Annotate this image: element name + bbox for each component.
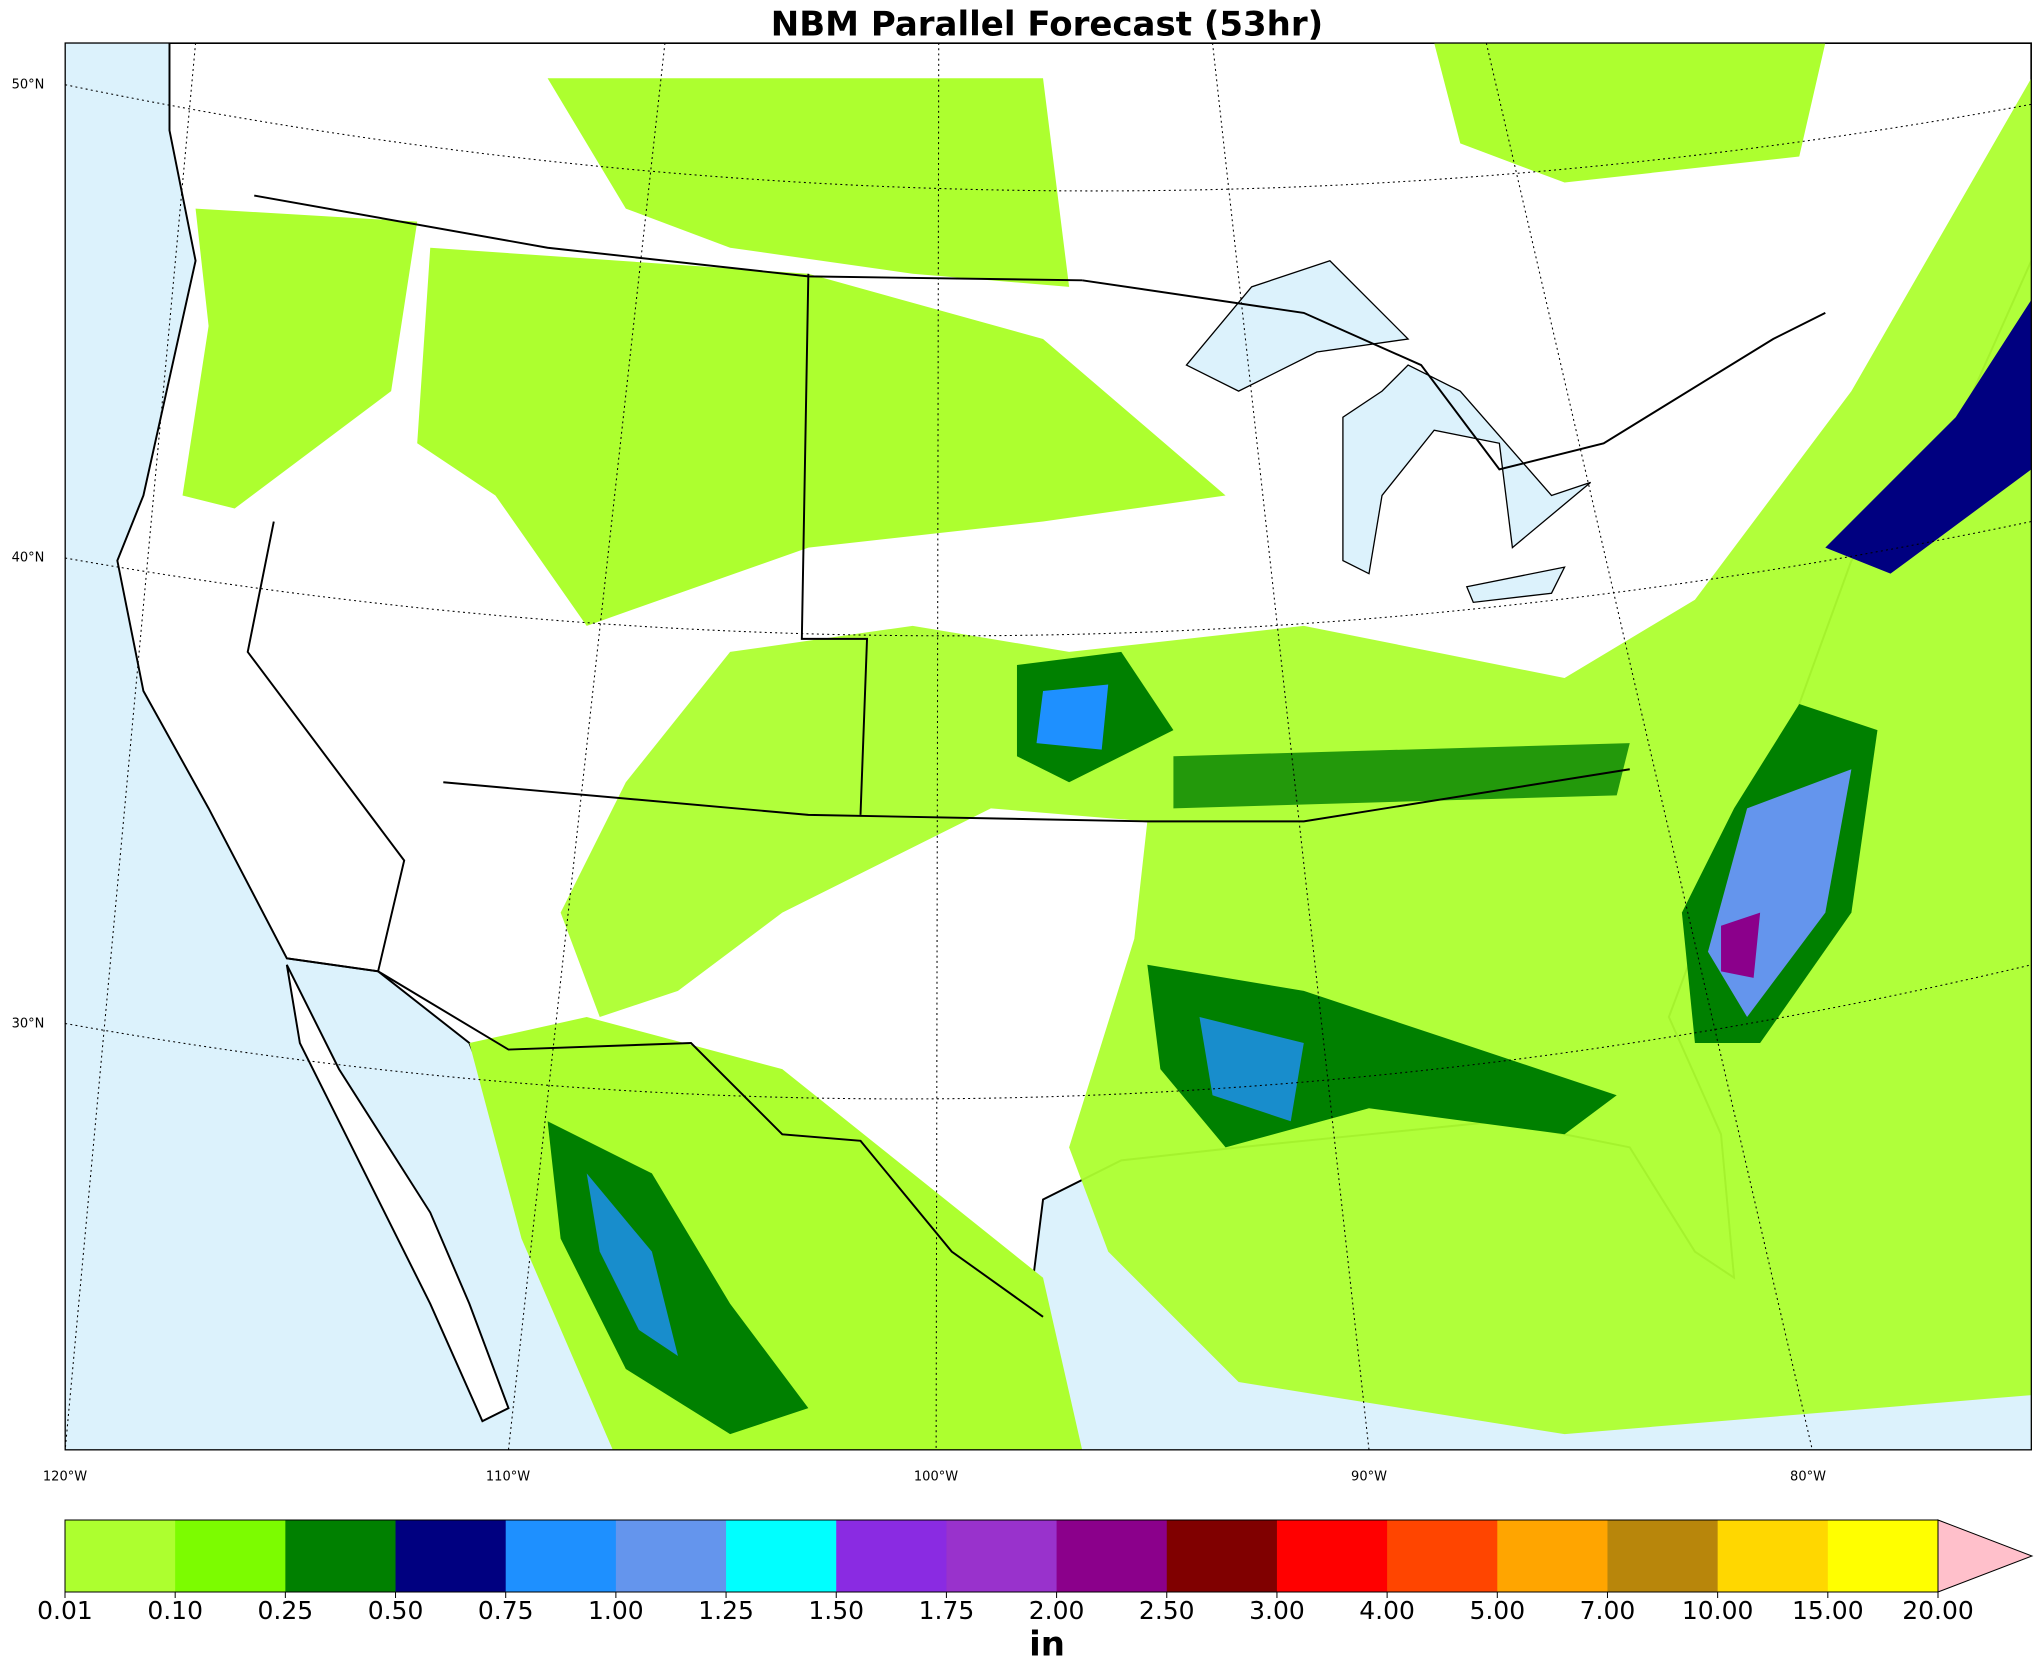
colorbar-tick-label: 0.10 bbox=[147, 1596, 203, 1625]
colorbar-swatch bbox=[615, 1520, 727, 1592]
longitude-label: 80°W bbox=[1790, 1470, 1826, 1485]
longitude-label: 100°W bbox=[914, 1470, 958, 1485]
colorbar-tick-label: 2.00 bbox=[1029, 1596, 1085, 1625]
colorbar-swatch bbox=[1166, 1520, 1278, 1592]
colorbar-swatch bbox=[946, 1520, 1058, 1592]
colorbar-tick-label: 7.00 bbox=[1580, 1596, 1636, 1625]
axis-labels: 50°N 40°N 30°N 120°W 110°W 100°W 90°W 80°W bbox=[12, 78, 1826, 1485]
colorbar-tick-label: 0.75 bbox=[478, 1596, 534, 1625]
map bbox=[64, 42, 2032, 1451]
title: NBM Parallel Forecast (53hr) bbox=[771, 5, 1323, 45]
latitude-label: 50°N bbox=[12, 78, 45, 93]
longitude-label: 110°W bbox=[486, 1470, 530, 1485]
colorbar-swatch bbox=[285, 1520, 397, 1592]
colorbar-swatch bbox=[1056, 1520, 1168, 1592]
graticule bbox=[65, 43, 2032, 1450]
colorbar-tick-label: 20.00 bbox=[1902, 1596, 1974, 1625]
colorbar-tick-label: 10.00 bbox=[1682, 1596, 1754, 1625]
colorbar-swatch bbox=[1497, 1520, 1608, 1592]
colorbar-tick-label: 0.25 bbox=[258, 1596, 314, 1625]
longitude-label: 120°W bbox=[43, 1470, 87, 1485]
colorbar-tick-label: 4.00 bbox=[1359, 1596, 1415, 1625]
map-frame bbox=[64, 42, 2032, 1451]
colorbar: 0.01 0.10 0.25 0.50 0.75 1.00 1.25 1.50 1.75 2.00… bbox=[37, 1519, 2034, 1625]
longitude-label: 90°W bbox=[1351, 1470, 1387, 1485]
colorbar-tick-label: 5.00 bbox=[1469, 1596, 1525, 1625]
colorbar-swatch bbox=[175, 1520, 286, 1592]
colorbar-tick-label: 0.50 bbox=[368, 1596, 424, 1625]
colorbar-swatch bbox=[395, 1520, 507, 1592]
colorbar-tick-label: 15.00 bbox=[1792, 1596, 1864, 1625]
lake-superior bbox=[1185, 260, 1410, 392]
colorbar-swatch bbox=[1717, 1520, 1829, 1592]
colorbar-tick-label: 1.00 bbox=[588, 1596, 644, 1625]
colorbar-swatch bbox=[1607, 1520, 1719, 1592]
latitude-label: 30°N bbox=[12, 1017, 45, 1032]
colorbar-swatch bbox=[1276, 1520, 1388, 1592]
colorbar-frame bbox=[64, 1519, 1939, 1593]
colorbar-swatch bbox=[726, 1520, 837, 1592]
colorbar-tick-label: 3.00 bbox=[1249, 1596, 1305, 1625]
precipitation bbox=[182, 43, 2032, 1450]
colorbar-swatch bbox=[505, 1520, 617, 1592]
colorbar-tick-label: 2.50 bbox=[1139, 1596, 1195, 1625]
baja bbox=[285, 964, 510, 1423]
colorbar-swatch bbox=[836, 1520, 947, 1592]
latitude-label: 40°N bbox=[12, 551, 45, 566]
colorbar-tick-label: 1.50 bbox=[808, 1596, 864, 1625]
colorbar-extend bbox=[1937, 1519, 2034, 1593]
colorbar-tick-label: 0.01 bbox=[37, 1596, 93, 1625]
great-lakes bbox=[1342, 364, 1592, 575]
colorbar-swatch bbox=[1387, 1520, 1498, 1592]
colorbar-swatch bbox=[1827, 1520, 1939, 1592]
colorbar-unit: in bbox=[1029, 1625, 1065, 1665]
colorbar-swatch bbox=[65, 1520, 176, 1592]
colorbar-tick-label: 1.25 bbox=[698, 1596, 754, 1625]
colorbar-tick-label: 1.75 bbox=[919, 1596, 975, 1625]
lake-erie bbox=[1465, 566, 1566, 604]
